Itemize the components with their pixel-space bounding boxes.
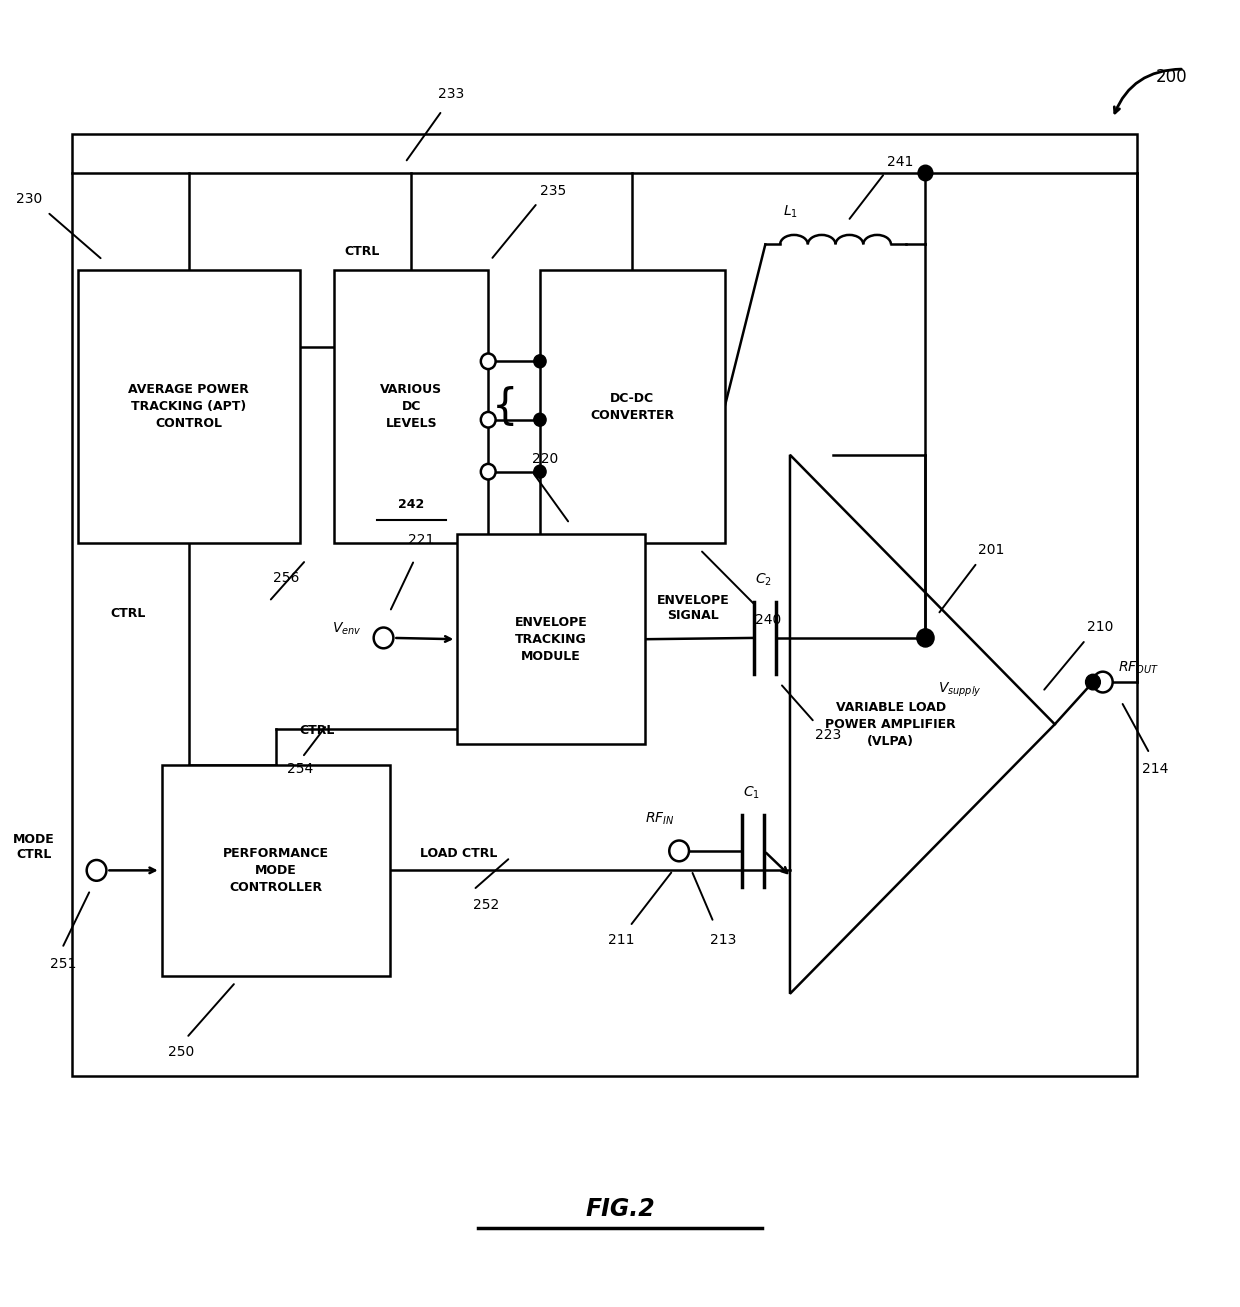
Text: 223: 223	[815, 728, 841, 742]
Circle shape	[481, 464, 496, 480]
Text: CTRL: CTRL	[300, 724, 335, 737]
Circle shape	[533, 465, 546, 478]
Circle shape	[373, 627, 393, 648]
Text: 250: 250	[167, 1046, 195, 1059]
Text: LOAD CTRL: LOAD CTRL	[420, 847, 497, 860]
Text: $C_2$: $C_2$	[755, 571, 773, 588]
Bar	[335, 271, 489, 544]
Circle shape	[916, 629, 934, 647]
Text: ENVELOPE
TRACKING
MODULE: ENVELOPE TRACKING MODULE	[515, 616, 588, 663]
Text: 200: 200	[1156, 68, 1188, 86]
Circle shape	[87, 860, 107, 881]
Text: $RF_{OUT}$: $RF_{OUT}$	[1117, 660, 1158, 676]
Text: $V_{supply}$: $V_{supply}$	[937, 681, 981, 699]
Text: 240: 240	[755, 613, 781, 626]
Text: {: {	[492, 386, 518, 427]
Text: 230: 230	[16, 192, 42, 207]
Text: 251: 251	[50, 957, 76, 971]
Text: 235: 235	[539, 184, 567, 199]
Text: CTRL: CTRL	[110, 608, 145, 620]
Text: VARIOUS
DC
LEVELS: VARIOUS DC LEVELS	[381, 383, 443, 430]
Text: 256: 256	[273, 571, 299, 586]
Text: 252: 252	[474, 898, 500, 912]
Circle shape	[481, 412, 496, 427]
Circle shape	[533, 413, 546, 426]
Circle shape	[1092, 672, 1112, 693]
Circle shape	[481, 353, 496, 369]
Text: $RF_{IN}$: $RF_{IN}$	[645, 810, 675, 827]
Text: $C_1$: $C_1$	[743, 784, 760, 801]
Text: VARIABLE LOAD
POWER AMPLIFIER
(VLPA): VARIABLE LOAD POWER AMPLIFIER (VLPA)	[826, 701, 956, 748]
Circle shape	[533, 354, 546, 367]
Text: 211: 211	[608, 933, 634, 948]
Text: 210: 210	[1086, 620, 1114, 634]
Text: $L_1$: $L_1$	[782, 204, 797, 221]
Text: 220: 220	[532, 452, 558, 465]
Text: DC-DC
CONVERTER: DC-DC CONVERTER	[590, 392, 675, 422]
Text: 254: 254	[288, 762, 314, 776]
Text: MODE
CTRL: MODE CTRL	[12, 833, 55, 861]
Text: 221: 221	[408, 533, 434, 548]
Bar	[539, 271, 724, 544]
Bar	[72, 135, 1137, 1076]
Text: PERFORMANCE
MODE
CONTROLLER: PERFORMANCE MODE CONTROLLER	[223, 847, 329, 894]
Text: 213: 213	[711, 933, 737, 948]
Text: 201: 201	[978, 542, 1004, 557]
Text: 214: 214	[1142, 762, 1168, 776]
Circle shape	[670, 840, 689, 861]
Text: $V_{env}$: $V_{env}$	[332, 621, 361, 637]
Bar	[78, 271, 300, 544]
Text: AVERAGE POWER
TRACKING (APT)
CONTROL: AVERAGE POWER TRACKING (APT) CONTROL	[129, 383, 249, 430]
Circle shape	[918, 165, 932, 180]
Text: 241: 241	[888, 156, 914, 170]
Text: FIG.2: FIG.2	[585, 1197, 655, 1221]
Text: ENVELOPE
SIGNAL: ENVELOPE SIGNAL	[657, 593, 729, 622]
Text: 233: 233	[438, 86, 465, 101]
Bar	[161, 765, 389, 975]
Text: 242: 242	[398, 498, 424, 511]
Bar	[458, 535, 645, 745]
Circle shape	[1085, 674, 1100, 690]
Text: CTRL: CTRL	[345, 244, 379, 257]
